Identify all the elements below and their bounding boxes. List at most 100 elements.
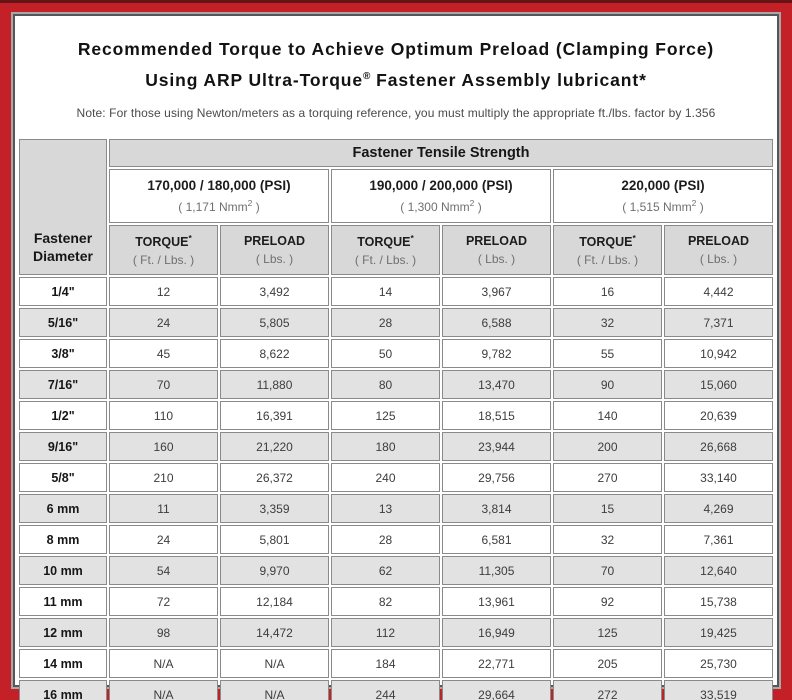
nmm-pre: ( 1,171 Nmm <box>178 200 248 214</box>
fastener-diameter-cell: 12 mm <box>19 618 107 647</box>
title-line-2: Using ARP Ultra-Torque® Fastener Assembl… <box>17 63 775 94</box>
preload-value-cell: 5,805 <box>220 308 329 337</box>
table-row: 1/4" 12 3,492 14 3,967 16 4,442 <box>19 277 773 306</box>
preload-value-cell: 23,944 <box>442 432 551 461</box>
psi-group-header-190-200: 190,000 / 200,000 (PSI) ( 1,300 Nmm2 ) <box>331 169 551 223</box>
torque-asterisk: * <box>410 232 414 243</box>
preload-value-cell: 8,622 <box>220 339 329 368</box>
preload-units: ( Lbs. ) <box>255 252 294 266</box>
column-header-row: TORQUE* ( Ft. / Lbs. ) PRELOAD ( Lbs. ) … <box>19 225 773 275</box>
table-row: 12 mm 98 14,472 112 16,949 125 19,425 <box>19 618 773 647</box>
torque-asterisk: * <box>188 232 192 243</box>
psi-label: 170,000 / 180,000 (PSI) <box>147 178 291 193</box>
torque-label: TORQUE <box>135 235 189 250</box>
preload-value-cell: 4,442 <box>664 277 773 306</box>
preload-value-cell: 29,664 <box>442 680 551 700</box>
torque-column-header: TORQUE* ( Ft. / Lbs. ) <box>553 225 662 275</box>
preload-value-cell: 21,220 <box>220 432 329 461</box>
torque-value-cell: 270 <box>553 463 662 492</box>
preload-value-cell: 33,140 <box>664 463 773 492</box>
preload-value-cell: 5,801 <box>220 525 329 554</box>
preload-value-cell: 10,942 <box>664 339 773 368</box>
torque-value-cell: N/A <box>109 649 218 678</box>
fastener-diameter-cell: 11 mm <box>19 587 107 616</box>
preload-value-cell: 12,640 <box>664 556 773 585</box>
fastener-diameter-cell: 1/4" <box>19 277 107 306</box>
torque-value-cell: 82 <box>331 587 440 616</box>
preload-label: PRELOAD <box>243 234 306 248</box>
preload-value-cell: 4,269 <box>664 494 773 523</box>
torque-table: Fastener Diameter Fastener Tensile Stren… <box>17 137 775 700</box>
table-row: 11 mm 72 12,184 82 13,961 92 15,738 <box>19 587 773 616</box>
preload-value-cell: 3,359 <box>220 494 329 523</box>
torque-value-cell: 32 <box>553 525 662 554</box>
table-row: 5/8" 210 26,372 240 29,756 270 33,140 <box>19 463 773 492</box>
torque-value-cell: 54 <box>109 556 218 585</box>
preload-label: PRELOAD <box>465 234 528 248</box>
preload-value-cell: 7,361 <box>664 525 773 554</box>
fastener-diameter-cell: 3/8" <box>19 339 107 368</box>
preload-value-cell: 6,581 <box>442 525 551 554</box>
torque-value-cell: 92 <box>553 587 662 616</box>
torque-value-cell: 160 <box>109 432 218 461</box>
preload-value-cell: N/A <box>220 649 329 678</box>
torque-value-cell: 180 <box>331 432 440 461</box>
preload-value-cell: 25,730 <box>664 649 773 678</box>
nmm-suf: ) <box>474 200 482 214</box>
torque-units: ( Ft. / Lbs. ) <box>132 253 195 268</box>
torque-label: TORQUE <box>579 235 633 250</box>
title-line-2-pre: Using ARP Ultra-Torque <box>145 69 364 90</box>
preload-value-cell: 15,738 <box>664 587 773 616</box>
torque-column-header: TORQUE* ( Ft. / Lbs. ) <box>331 225 440 275</box>
table-row: 9/16" 160 21,220 180 23,944 200 26,668 <box>19 432 773 461</box>
table-row: 6 mm 11 3,359 13 3,814 15 4,269 <box>19 494 773 523</box>
table-row: 16 mm N/A N/A 244 29,664 272 33,519 <box>19 680 773 700</box>
table-row: 5/16" 24 5,805 28 6,588 32 7,371 <box>19 308 773 337</box>
torque-value-cell: 50 <box>331 339 440 368</box>
preload-value-cell: N/A <box>220 680 329 700</box>
psi-label: 220,000 (PSI) <box>621 178 705 193</box>
table-row: 14 mm N/A N/A 184 22,771 205 25,730 <box>19 649 773 678</box>
torque-value-cell: 112 <box>331 618 440 647</box>
nmm-label: ( 1,515 Nmm2 ) <box>555 198 771 214</box>
fastener-diameter-header-line2: Diameter <box>33 248 93 264</box>
preload-value-cell: 20,639 <box>664 401 773 430</box>
preload-value-cell: 18,515 <box>442 401 551 430</box>
torque-column-header: TORQUE* ( Ft. / Lbs. ) <box>109 225 218 275</box>
preload-value-cell: 3,967 <box>442 277 551 306</box>
fastener-diameter-cell: 10 mm <box>19 556 107 585</box>
torque-value-cell: 125 <box>553 618 662 647</box>
torque-value-cell: 24 <box>109 308 218 337</box>
torque-value-cell: 70 <box>109 370 218 399</box>
torque-value-cell: 62 <box>331 556 440 585</box>
top-border-strip <box>0 0 792 3</box>
table-header: Fastener Diameter Fastener Tensile Stren… <box>19 139 773 275</box>
preload-value-cell: 9,782 <box>442 339 551 368</box>
preload-value-cell: 12,184 <box>220 587 329 616</box>
torque-units: ( Ft. / Lbs. ) <box>354 253 417 268</box>
torque-units: ( Ft. / Lbs. ) <box>576 253 639 268</box>
fastener-diameter-header: Fastener Diameter <box>19 139 107 275</box>
fastener-diameter-cell: 14 mm <box>19 649 107 678</box>
preload-column-header: PRELOAD ( Lbs. ) <box>442 225 551 275</box>
table-row: 8 mm 24 5,801 28 6,581 32 7,361 <box>19 525 773 554</box>
torque-value-cell: 90 <box>553 370 662 399</box>
fastener-diameter-cell: 9/16" <box>19 432 107 461</box>
preload-value-cell: 22,771 <box>442 649 551 678</box>
torque-value-cell: 12 <box>109 277 218 306</box>
torque-value-cell: 244 <box>331 680 440 700</box>
page-title: Recommended Torque to Achieve Optimum Pr… <box>17 36 775 94</box>
registered-mark: ® <box>363 71 371 82</box>
torque-value-cell: 32 <box>553 308 662 337</box>
table-row: 10 mm 54 9,970 62 11,305 70 12,640 <box>19 556 773 585</box>
torque-value-cell: 98 <box>109 618 218 647</box>
preload-column-header: PRELOAD ( Lbs. ) <box>220 225 329 275</box>
torque-value-cell: 28 <box>331 308 440 337</box>
torque-value-cell: 205 <box>553 649 662 678</box>
fastener-diameter-cell: 5/8" <box>19 463 107 492</box>
torque-value-cell: 55 <box>553 339 662 368</box>
torque-value-cell: 45 <box>109 339 218 368</box>
title-line-2-post: Fastener Assembly lubricant* <box>370 69 647 90</box>
preload-column-header: PRELOAD ( Lbs. ) <box>664 225 773 275</box>
torque-asterisk: * <box>632 232 636 243</box>
